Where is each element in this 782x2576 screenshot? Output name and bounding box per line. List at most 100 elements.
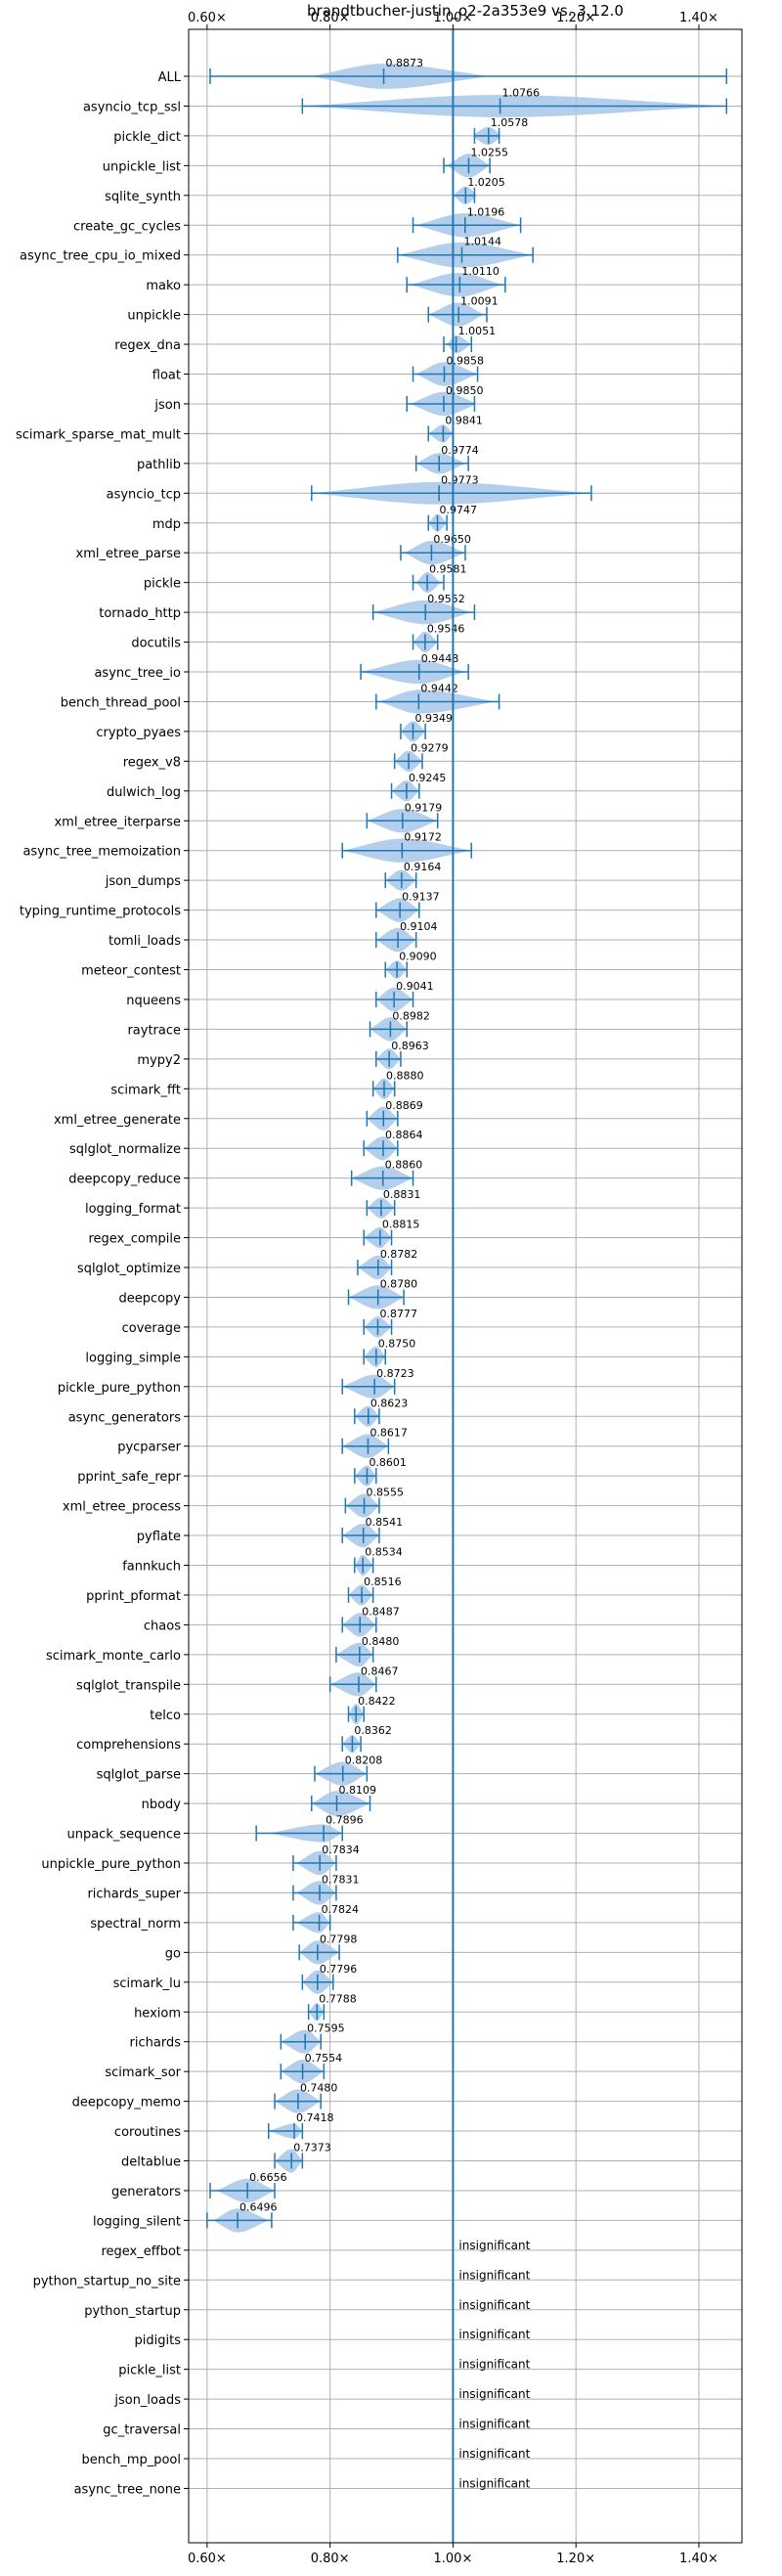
benchmark-label: pycparser	[117, 1441, 181, 1455]
benchmark-label: unpickle_pure_python	[41, 1857, 181, 1872]
value-label: 0.8750	[378, 1337, 416, 1350]
benchmark-label: mako	[146, 279, 181, 293]
benchmark-label: sqlglot_parse	[97, 1768, 181, 1783]
benchmark-label: create_gc_cycles	[73, 219, 181, 234]
benchmark-label: unpickle	[127, 309, 181, 324]
value-label: 0.8777	[380, 1308, 418, 1320]
value-label: 0.8555	[367, 1487, 405, 1499]
benchmark-label: sqlite_synth	[105, 190, 181, 204]
benchmark-label: raytrace	[127, 1023, 181, 1038]
benchmark-label: comprehensions	[76, 1738, 181, 1753]
benchmark-label: tornado_http	[99, 606, 181, 621]
value-label: 0.8541	[366, 1516, 404, 1529]
value-label: 0.7554	[305, 2052, 343, 2065]
value-label: 0.9172	[404, 831, 442, 844]
benchmark-label: generators	[111, 2185, 181, 2199]
benchmark-label: scimark_sor	[105, 2065, 181, 2080]
value-label: 0.9841	[445, 414, 483, 426]
benchmark-label: regex_compile	[88, 1232, 181, 1247]
value-label: 0.8880	[386, 1069, 424, 1082]
value-label: 0.9041	[396, 980, 434, 993]
benchmark-label: float	[152, 369, 181, 383]
benchmark-label: scimark_fft	[110, 1083, 181, 1097]
value-label: 0.7824	[322, 1903, 360, 1916]
benchmark-label: async_tree_memoization	[22, 845, 181, 860]
benchmark-label: gc_traversal	[103, 2423, 181, 2438]
benchmark-label: deepcopy_reduce	[68, 1173, 181, 1187]
benchmark-label: nqueens	[126, 994, 181, 1008]
value-label: 0.9774	[441, 444, 479, 457]
benchmark-label: python_startup	[84, 2304, 181, 2319]
value-label: 0.8516	[364, 1576, 402, 1588]
insignificant-label: insignificant	[458, 2268, 530, 2282]
value-label: 0.8623	[370, 1397, 409, 1409]
value-label: 0.6656	[249, 2171, 286, 2184]
value-label: 0.7796	[320, 1963, 358, 1976]
benchmark-label: logging_format	[85, 1202, 181, 1217]
value-label: 0.7831	[322, 1873, 360, 1886]
value-label: 0.7480	[300, 2082, 338, 2095]
benchmark-label: json_dumps	[105, 874, 181, 889]
value-label: 0.8864	[385, 1129, 423, 1141]
value-label: 0.8534	[365, 1546, 403, 1559]
value-label: 0.8617	[369, 1427, 408, 1440]
x-tick-label-top: 1.00×	[434, 11, 473, 25]
value-label: 0.8467	[361, 1665, 399, 1677]
x-tick-label-bottom: 1.20×	[556, 2552, 595, 2566]
benchmark-label: deltablue	[121, 2155, 181, 2170]
value-label: 0.9179	[405, 801, 443, 814]
value-label: 0.8831	[383, 1188, 421, 1201]
benchmark-label: pickle	[144, 577, 181, 592]
benchmark-label: xml_etree_parse	[76, 547, 181, 561]
value-label: 0.8780	[380, 1277, 418, 1290]
value-label: 0.9581	[429, 563, 467, 576]
benchmark-label: logging_simple	[85, 1351, 181, 1365]
value-label: 0.8869	[385, 1099, 423, 1112]
x-tick-label-top: 1.40×	[679, 11, 718, 25]
benchmark-label: async_tree_io	[94, 666, 181, 681]
value-label: 0.9164	[404, 861, 442, 873]
value-label: 0.9552	[427, 593, 465, 605]
benchmark-label: pickle_pure_python	[58, 1381, 181, 1396]
benchmark-label: scimark_monte_carlo	[46, 1649, 181, 1664]
benchmark-label: pyflate	[137, 1530, 181, 1544]
value-label: 0.8963	[391, 1040, 429, 1052]
benchmark-label: json	[153, 398, 181, 413]
benchmark-label: xml_etree_process	[63, 1500, 181, 1515]
benchmark-label: meteor_contest	[81, 964, 181, 979]
value-label: 1.0766	[502, 86, 541, 99]
value-label: 1.0196	[467, 205, 504, 218]
insignificant-label: insignificant	[458, 2328, 530, 2341]
benchmark-label: richards	[130, 2036, 182, 2051]
marks-layer: 0.8873 1.0766 1.0578 1.0255 1.0205 1.0196 1.01…	[206, 29, 728, 2543]
value-label: 0.7595	[307, 2022, 345, 2035]
benchmark-label: pprint_pformat	[86, 1589, 181, 1604]
value-label: 1.0205	[467, 176, 505, 189]
benchmark-label: mypy2	[137, 1053, 181, 1068]
benchmark-label: bench_thread_pool	[61, 695, 181, 710]
benchmark-label: pprint_safe_repr	[77, 1470, 181, 1485]
value-label: 0.9349	[414, 712, 453, 725]
benchmark-label: python_startup_no_site	[33, 2274, 181, 2288]
value-label: 0.9858	[446, 355, 484, 368]
x-tick-label-bottom: 0.60×	[188, 2552, 227, 2566]
benchmark-label: asyncio_tcp_ssl	[83, 100, 181, 114]
x-tick-label-bottom: 1.40×	[679, 2552, 718, 2566]
x-tick-label-bottom: 0.80×	[311, 2552, 350, 2566]
benchmark-label: async_tree_none	[74, 2482, 181, 2497]
value-label: 0.7373	[293, 2142, 331, 2154]
insignificant-label: insignificant	[458, 2476, 530, 2490]
benchmark-label: pidigits	[135, 2333, 182, 2348]
benchmark-label: ALL	[158, 70, 182, 85]
insignificant-label: insignificant	[458, 2418, 530, 2431]
benchmark-label: async_generators	[68, 1410, 182, 1425]
benchmark-label: asyncio_tcp	[107, 487, 181, 502]
frame-layer	[188, 28, 743, 2544]
value-label: 0.9442	[420, 682, 458, 694]
x-tick-label-top: 0.60×	[188, 11, 227, 25]
benchmark-label: deepcopy	[118, 1291, 181, 1306]
value-label: 0.8362	[354, 1724, 392, 1737]
value-label: 0.7418	[296, 2111, 334, 2124]
